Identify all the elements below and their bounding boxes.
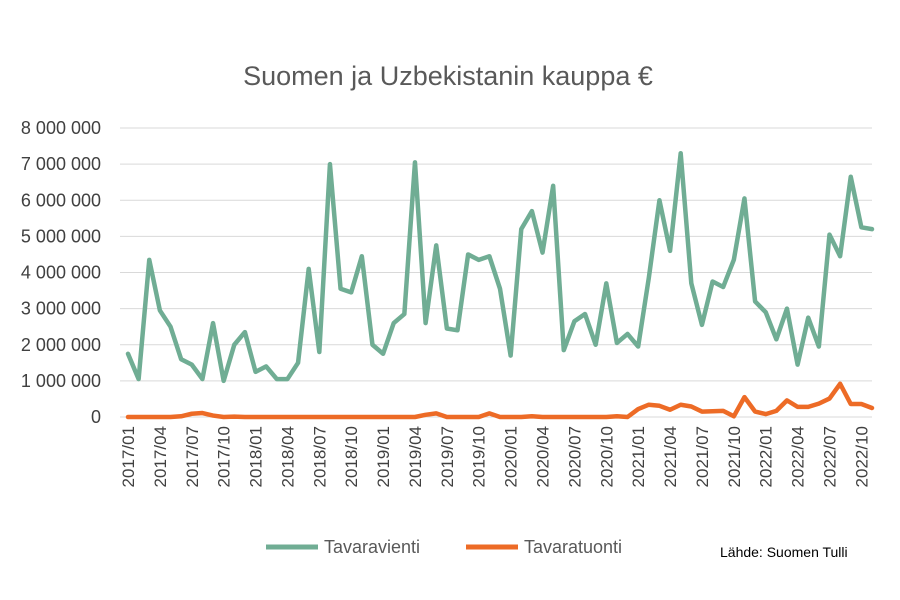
x-tick-label: 2018/01 <box>247 426 266 487</box>
x-tick-label: 2021/10 <box>725 426 744 487</box>
x-tick-label: 2022/10 <box>852 426 871 487</box>
x-tick-label: 2022/07 <box>820 426 839 487</box>
x-tick-label: 2020/01 <box>502 426 521 487</box>
series-line-tavaratuonti <box>125 381 875 420</box>
y-tick-label: 2 000 000 <box>21 335 101 355</box>
x-tick-label: 2020/07 <box>565 426 584 487</box>
x-tick-label: 2019/04 <box>406 426 425 487</box>
chart-title: Suomen ja Uzbekistanin kauppa € <box>243 61 653 91</box>
y-tick-label: 5 000 000 <box>21 226 101 246</box>
x-tick-label: 2018/10 <box>342 426 361 487</box>
legend-label-tavaravienti: Tavaravienti <box>324 537 420 557</box>
x-tick-label: 2021/07 <box>693 426 712 487</box>
y-tick-label: 8 000 000 <box>21 118 101 138</box>
y-tick-label: 7 000 000 <box>21 154 101 174</box>
x-tick-label: 2017/01 <box>119 426 138 487</box>
x-tick-label: 2019/01 <box>374 426 393 487</box>
x-tick-label: 2017/10 <box>215 426 234 487</box>
series-lines <box>125 151 875 420</box>
x-tick-label: 2017/07 <box>183 426 202 487</box>
x-tick-label: 2017/04 <box>151 426 170 487</box>
x-tick-label: 2019/07 <box>438 426 457 487</box>
legend: Tavaravienti Tavaratuonti <box>266 537 622 557</box>
y-tick-label: 1 000 000 <box>21 371 101 391</box>
x-tick-label: 2018/07 <box>310 426 329 487</box>
y-axis-tick-labels: 0 1 000 000 2 000 000 3 000 000 4 000 000 5 0… <box>21 118 101 427</box>
x-tick-label: 2018/04 <box>278 426 297 487</box>
x-tick-label: 2021/01 <box>629 426 648 487</box>
x-tick-label: 2021/04 <box>661 426 680 487</box>
legend-label-tavaratuonti: Tavaratuonti <box>524 537 622 557</box>
x-tick-label: 2019/10 <box>470 426 489 487</box>
series-line-tavaravienti <box>125 151 875 384</box>
x-tick-label: 2020/10 <box>597 426 616 487</box>
x-tick-label: 2020/04 <box>534 426 553 487</box>
source-note: Lähde: Suomen Tulli <box>720 544 848 560</box>
y-tick-label: 6 000 000 <box>21 190 101 210</box>
y-tick-label: 3 000 000 <box>21 299 101 319</box>
x-axis-tick-labels: 2017/01 2017/04 2017/07 2017/10 2018/01 2018/… <box>119 426 871 487</box>
y-tick-label: 0 <box>91 407 101 427</box>
x-tick-label: 2022/01 <box>757 426 776 487</box>
x-tick-label: 2022/04 <box>789 426 808 487</box>
y-tick-label: 4 000 000 <box>21 263 101 283</box>
